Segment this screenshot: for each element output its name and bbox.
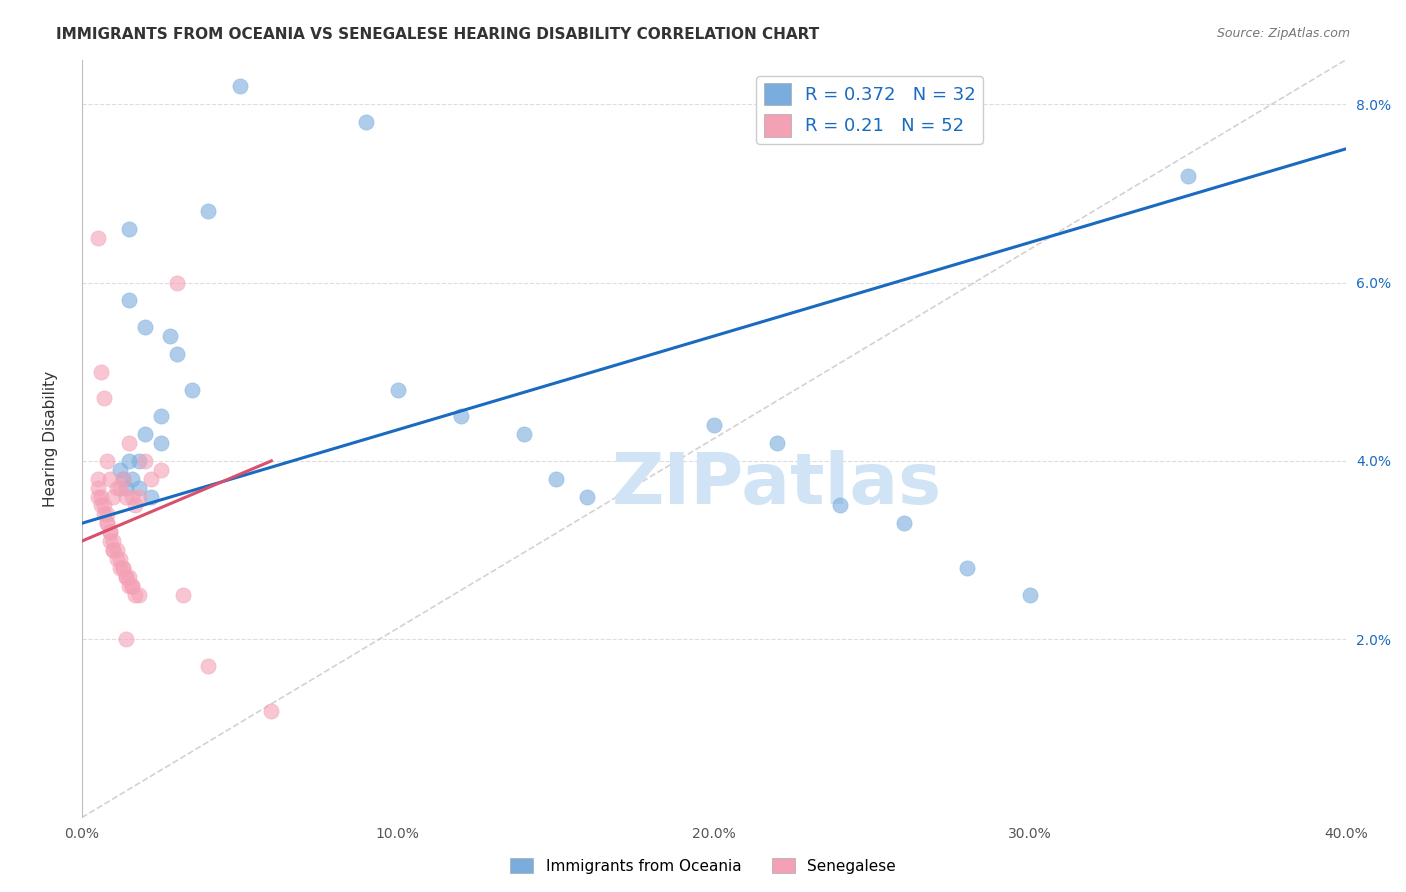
Point — [166, 347, 188, 361]
Point — [229, 79, 252, 94]
Point — [118, 293, 141, 308]
Point — [1019, 588, 1042, 602]
Point — [128, 588, 150, 602]
Point — [134, 427, 156, 442]
Point — [111, 561, 134, 575]
Text: IMMIGRANTS FROM OCEANIA VS SENEGALESE HEARING DISABILITY CORRELATION CHART: IMMIGRANTS FROM OCEANIA VS SENEGALESE HE… — [56, 27, 820, 42]
Point — [108, 552, 131, 566]
Legend: R = 0.372   N = 32, R = 0.21   N = 52: R = 0.372 N = 32, R = 0.21 N = 52 — [756, 76, 983, 144]
Point — [118, 454, 141, 468]
Point — [181, 383, 204, 397]
Point — [124, 588, 146, 602]
Point — [149, 436, 172, 450]
Point — [121, 579, 143, 593]
Point — [159, 329, 181, 343]
Point — [450, 409, 472, 424]
Y-axis label: Hearing Disability: Hearing Disability — [44, 370, 58, 507]
Point — [108, 481, 131, 495]
Point — [105, 552, 128, 566]
Point — [111, 561, 134, 575]
Point — [141, 472, 163, 486]
Point — [128, 490, 150, 504]
Text: Source: ZipAtlas.com: Source: ZipAtlas.com — [1216, 27, 1350, 40]
Point — [90, 365, 112, 379]
Point — [118, 579, 141, 593]
Point — [93, 508, 115, 522]
Point — [86, 490, 108, 504]
Point — [141, 490, 163, 504]
Point — [197, 659, 219, 673]
Point — [115, 481, 138, 495]
Point — [121, 490, 143, 504]
Point — [86, 472, 108, 486]
Point — [111, 472, 134, 486]
Point — [96, 508, 118, 522]
Point — [121, 579, 143, 593]
Point — [90, 499, 112, 513]
Point — [115, 632, 138, 647]
Point — [197, 204, 219, 219]
Point — [103, 490, 125, 504]
Point — [98, 534, 121, 549]
Point — [513, 427, 536, 442]
Point — [830, 499, 852, 513]
Point — [703, 418, 725, 433]
Point — [166, 276, 188, 290]
Point — [766, 436, 789, 450]
Point — [172, 588, 194, 602]
Point — [96, 516, 118, 531]
Point — [118, 222, 141, 236]
Point — [118, 436, 141, 450]
Point — [93, 499, 115, 513]
Point — [134, 454, 156, 468]
Point — [128, 454, 150, 468]
Point — [134, 320, 156, 334]
Legend: Immigrants from Oceania, Senegalese: Immigrants from Oceania, Senegalese — [505, 852, 901, 880]
Point — [354, 115, 377, 129]
Point — [98, 525, 121, 540]
Point — [90, 490, 112, 504]
Point — [86, 231, 108, 245]
Point — [98, 472, 121, 486]
Point — [115, 570, 138, 584]
Point — [108, 463, 131, 477]
Point — [387, 383, 409, 397]
Point — [893, 516, 915, 531]
Point — [149, 409, 172, 424]
Point — [103, 534, 125, 549]
Point — [111, 472, 134, 486]
Point — [576, 490, 599, 504]
Point — [956, 561, 979, 575]
Point — [544, 472, 567, 486]
Point — [124, 499, 146, 513]
Point — [108, 561, 131, 575]
Point — [93, 392, 115, 406]
Point — [103, 543, 125, 558]
Point — [103, 543, 125, 558]
Point — [96, 454, 118, 468]
Point — [121, 472, 143, 486]
Point — [105, 481, 128, 495]
Point — [128, 481, 150, 495]
Point — [118, 570, 141, 584]
Text: ZIPatlas: ZIPatlas — [612, 450, 942, 518]
Point — [98, 525, 121, 540]
Point — [260, 704, 283, 718]
Point — [86, 481, 108, 495]
Point — [115, 570, 138, 584]
Point — [115, 490, 138, 504]
Point — [96, 516, 118, 531]
Point — [105, 543, 128, 558]
Point — [149, 463, 172, 477]
Point — [1177, 169, 1199, 183]
